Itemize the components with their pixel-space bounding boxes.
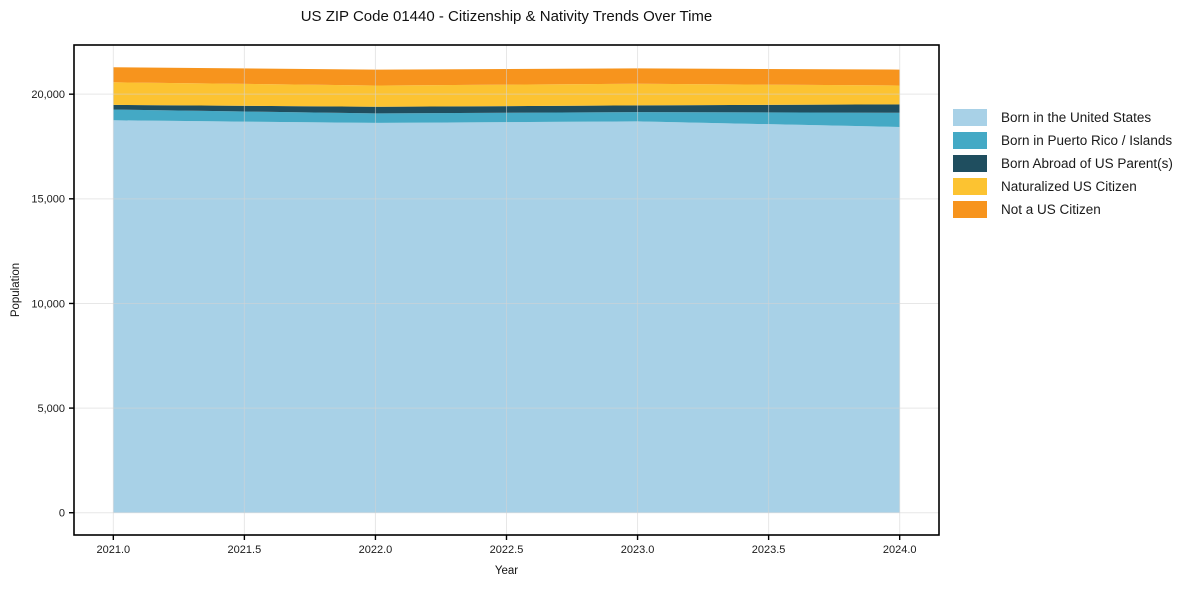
legend-item-label: Born Abroad of US Parent(s) [1001,156,1173,171]
legend-swatch [953,132,987,149]
legend-item-label: Born in Puerto Rico / Islands [1001,133,1173,148]
y-tick-label: 0 [59,508,65,520]
legend-swatch [953,201,987,218]
y-tick-label: 15,000 [31,194,65,206]
y-tick-label: 10,000 [31,298,65,310]
legend-swatch [953,109,987,126]
legend-swatch [953,178,987,195]
legend-item-label: Born in the United States [1001,110,1152,125]
legend-item: Born in the United States [953,106,1173,129]
legend-item-label: Naturalized US Citizen [1001,179,1137,194]
x-tick-label: 2021.5 [228,544,262,556]
legend-item: Born in Puerto Rico / Islands [953,129,1173,152]
legend-item-label: Not a US Citizen [1001,202,1101,217]
legend: Born in the United States Born in Puerto… [953,106,1173,221]
x-axis-label: Year [494,565,519,577]
y-axis-label: Population [10,262,22,318]
x-tick-label: 2023.0 [621,544,655,556]
x-tick-label: 2022.0 [359,544,393,556]
legend-item: Naturalized US Citizen [953,175,1173,198]
chart-title: US ZIP Code 01440 - Citizenship & Nativi… [300,8,713,25]
x-tick-label: 2023.5 [752,544,786,556]
legend-item: Not a US Citizen [953,198,1173,221]
y-tick-label: 5,000 [37,403,65,415]
x-tick-label: 2024.0 [883,544,917,556]
x-tick-label: 2021.0 [96,544,130,556]
x-tick-label: 2022.5 [490,544,524,556]
legend-swatch [953,155,987,172]
legend-item: Born Abroad of US Parent(s) [953,152,1173,175]
y-tick-label: 20,000 [31,89,65,101]
